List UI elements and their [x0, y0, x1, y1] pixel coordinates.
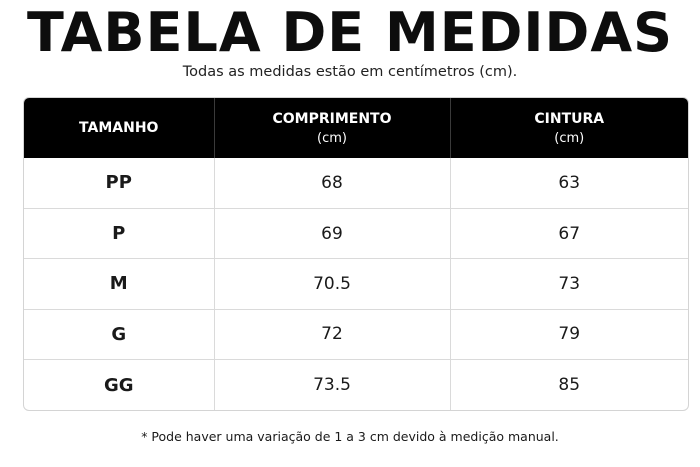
comprimento-cell: 69 — [213, 208, 450, 259]
size-cell: P — [112, 223, 126, 245]
cintura-cell: 79 — [449, 309, 688, 360]
header-label: COMPRIMENTO — [272, 110, 392, 127]
table-row: P 69 67 — [24, 208, 688, 259]
footnote: * Pode haver uma variação de 1 a 3 cm de… — [141, 429, 559, 444]
cintura-cell: 67 — [449, 208, 688, 259]
cintura-cell: 85 — [449, 359, 688, 410]
cintura-cell: 63 — [449, 158, 688, 209]
comprimento-cell: 72 — [213, 309, 450, 360]
header-label: CINTURA — [534, 110, 605, 127]
size-cell: PP — [105, 172, 132, 194]
table-row: PP 68 63 — [24, 158, 688, 209]
table-row: G 72 79 — [24, 309, 688, 360]
comprimento-cell: 70.5 — [213, 258, 450, 310]
table-row: GG 73.5 85 — [24, 359, 688, 410]
header-label: TAMANHO — [79, 120, 159, 136]
size-table-container: TAMANHO COMPRIMENTO (cm) CINTURA (cm) PP… — [23, 97, 689, 411]
size-cell: G — [111, 323, 127, 345]
header-tamanho: TAMANHO — [24, 98, 214, 158]
header-unit: (cm) — [317, 130, 347, 146]
table-header-row: TAMANHO COMPRIMENTO (cm) CINTURA (cm) — [24, 98, 688, 158]
page-title: TABELA DE MEDIDAS — [26, 1, 674, 64]
size-cell: GG — [103, 374, 134, 396]
size-cell: M — [109, 273, 128, 295]
comprimento-cell: 68 — [213, 158, 450, 209]
cintura-cell: 73 — [449, 258, 688, 310]
header-cintura: CINTURA (cm) — [449, 98, 688, 158]
header-comprimento: COMPRIMENTO (cm) — [213, 98, 450, 158]
page-subtitle: Todas as medidas estão em centímetros (c… — [182, 64, 518, 80]
comprimento-cell: 73.5 — [213, 359, 450, 410]
size-table: TAMANHO COMPRIMENTO (cm) CINTURA (cm) PP… — [24, 98, 688, 410]
table-row: M 70.5 73 — [24, 258, 688, 310]
header-unit: (cm) — [554, 130, 585, 146]
